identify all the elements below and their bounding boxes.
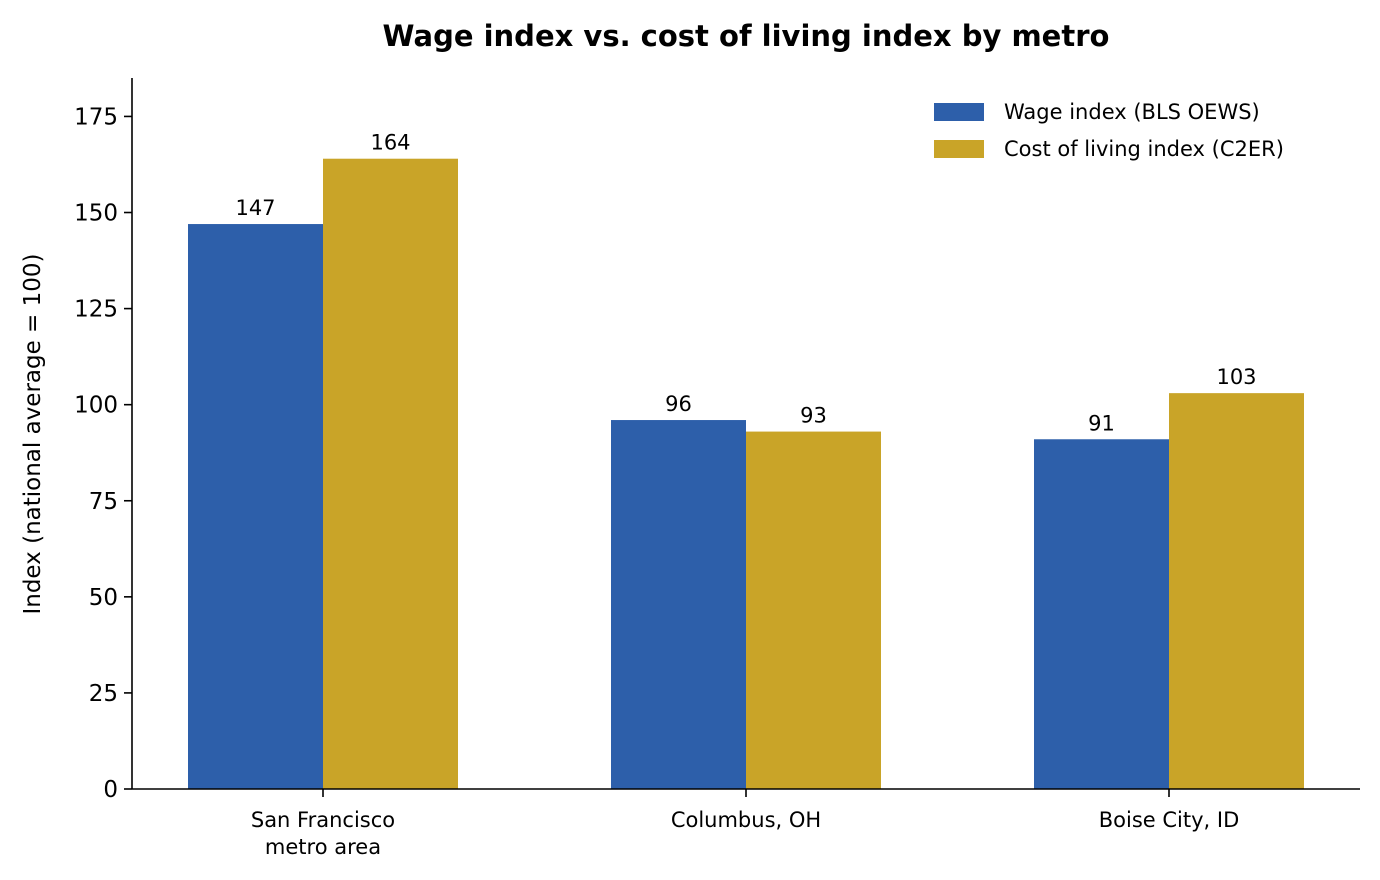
- data-label: 147: [235, 196, 275, 220]
- plot-area: 147 164 San Francisco metro area 96 93 Columbu…: [74, 78, 1360, 859]
- bar: [1034, 439, 1169, 789]
- legend: Wage index (BLS OEWS) Cost of living inde…: [934, 100, 1284, 161]
- legend-swatch: [934, 140, 984, 158]
- chart-title: Wage index vs. cost of living index by m…: [383, 19, 1110, 53]
- legend-label: Wage index (BLS OEWS): [1004, 100, 1260, 124]
- legend-swatch: [934, 103, 984, 121]
- x-tick-label: metro area: [265, 835, 381, 859]
- x-tick-label: Columbus, OH: [671, 808, 821, 832]
- bar: [746, 431, 881, 789]
- data-label: 93: [800, 404, 827, 428]
- x-tick-label: Boise City, ID: [1099, 808, 1240, 832]
- y-tick-label: 100: [74, 393, 118, 419]
- y-axis-label: Index (national average = 100): [20, 253, 46, 614]
- data-label: 164: [370, 131, 410, 155]
- bar: [188, 224, 323, 790]
- y-tick-label: 175: [74, 104, 118, 130]
- bar: [611, 420, 746, 789]
- data-label: 96: [665, 392, 692, 416]
- y-tick-label: 50: [89, 585, 118, 611]
- y-tick-label: 125: [74, 297, 118, 323]
- y-tick-label: 25: [89, 681, 118, 707]
- y-tick-label: 0: [103, 777, 118, 803]
- bar: [1169, 393, 1304, 789]
- y-tick-label: 150: [74, 201, 118, 227]
- x-tick-label: San Francisco: [251, 808, 395, 832]
- y-tick-label: 75: [89, 489, 118, 515]
- legend-label: Cost of living index (C2ER): [1004, 137, 1284, 161]
- data-label: 91: [1088, 411, 1115, 435]
- data-label: 103: [1216, 365, 1256, 389]
- bar: [323, 158, 458, 789]
